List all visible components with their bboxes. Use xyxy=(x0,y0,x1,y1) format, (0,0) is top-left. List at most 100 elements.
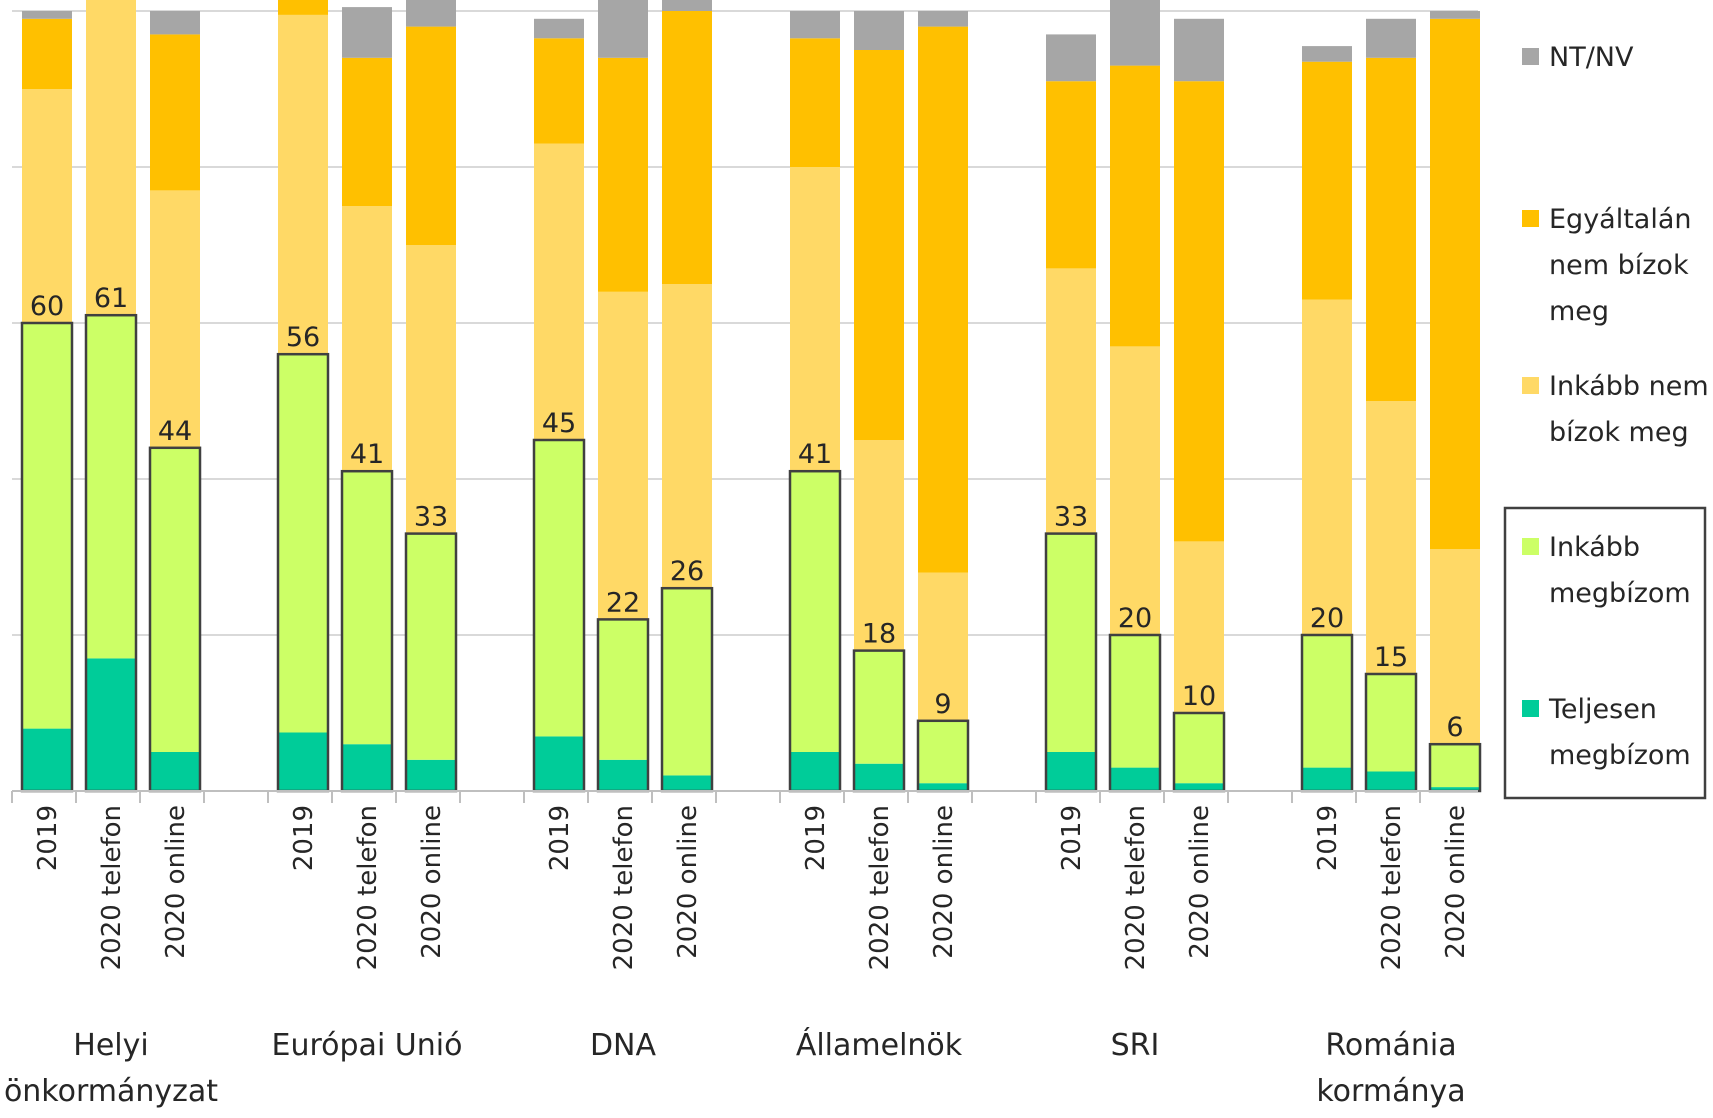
bar-segment xyxy=(150,447,200,752)
group-label: Európai Unió xyxy=(272,1028,463,1063)
bar-segment xyxy=(1430,787,1480,791)
bar-segment xyxy=(1110,0,1160,66)
bar-segment xyxy=(1366,674,1416,772)
bar-segment xyxy=(790,38,840,167)
x-tick-label: 2019 xyxy=(801,805,831,871)
bar-segment xyxy=(1430,744,1480,788)
bar-segment xyxy=(278,354,328,733)
data-label: 60 xyxy=(30,291,64,322)
bar-segment xyxy=(1174,713,1224,784)
legend-label: Inkább megbízom xyxy=(1549,532,1691,609)
bar-outlines xyxy=(20,313,1482,793)
bar-segment xyxy=(598,619,648,760)
legend-highlight-box xyxy=(1503,506,1707,800)
bar-segment xyxy=(790,11,840,39)
x-axis: 2019 2020 telefon 2020 online 2019 2020 tele… xyxy=(4,790,1478,1109)
data-label: 15 xyxy=(1374,642,1408,673)
bar-segment xyxy=(790,167,840,472)
bar-segment xyxy=(1430,18,1480,550)
bar-segment xyxy=(1110,767,1160,791)
data-label: 41 xyxy=(350,439,384,470)
data-label: 44 xyxy=(158,416,192,447)
legend-swatch xyxy=(1522,700,1539,717)
bar-segment xyxy=(22,11,72,19)
bar-segment xyxy=(86,658,136,791)
bar-segment xyxy=(534,736,584,791)
legend-swatch xyxy=(1522,538,1539,555)
data-label: 33 xyxy=(414,502,448,533)
bar-segment xyxy=(1302,46,1352,62)
bar-segment xyxy=(534,143,584,440)
x-tick-label: 2020 online xyxy=(929,805,959,959)
bar-segment xyxy=(918,720,968,784)
bar-segment xyxy=(150,190,200,448)
bar-segment xyxy=(278,732,328,791)
x-tick-label: 2019 xyxy=(1057,805,1087,871)
bar-segment xyxy=(854,11,904,50)
bar-segment xyxy=(150,34,200,191)
bar-segment xyxy=(790,752,840,791)
data-label: 20 xyxy=(1118,603,1152,634)
bar-segment xyxy=(406,26,456,245)
bar-segment xyxy=(854,763,904,791)
bars xyxy=(22,0,1480,791)
bar-segment xyxy=(342,57,392,206)
bar-segment xyxy=(278,14,328,355)
bar-segment xyxy=(1110,635,1160,768)
x-tick-label: 2020 online xyxy=(673,805,703,959)
bar-segment xyxy=(1046,34,1096,82)
x-tick-label: 2020 online xyxy=(161,805,191,959)
bar-segment xyxy=(150,11,200,35)
bar-segment xyxy=(1174,541,1224,713)
bar-segment xyxy=(534,18,584,39)
data-label: 41 xyxy=(798,439,832,470)
bar-segment xyxy=(662,284,712,589)
bar-segment xyxy=(342,744,392,791)
x-tick-label: 2020 telefon xyxy=(1377,805,1407,970)
legend-label: NT/NV xyxy=(1549,42,1634,73)
bar-segment xyxy=(918,572,968,721)
x-tick-label: 2020 telefon xyxy=(865,805,895,970)
bar-segment xyxy=(1430,11,1480,19)
bar-segment xyxy=(1366,57,1416,402)
legend-label: Teljesen megbízom xyxy=(1548,694,1691,771)
data-labels: 60 61 44 56 41 33 45 22 26 41 18 9 33 20 10 20 15 6 xyxy=(30,283,1464,743)
bar-segment xyxy=(1302,61,1352,300)
data-label: 9 xyxy=(934,689,951,720)
bar-segment xyxy=(598,57,648,292)
x-tick-label: 2020 telefon xyxy=(97,805,127,970)
data-label: 26 xyxy=(670,556,704,587)
x-tick-label: 2019 xyxy=(289,805,319,871)
bar-segment xyxy=(662,0,712,11)
legend-swatch xyxy=(1522,377,1539,394)
bar-segment xyxy=(1366,18,1416,58)
bar-segment xyxy=(1046,533,1096,752)
bar-segment xyxy=(662,775,712,791)
legend-swatch xyxy=(1522,210,1539,227)
bar-segment xyxy=(406,245,456,534)
bar-segment xyxy=(1302,635,1352,768)
bar-segment xyxy=(534,38,584,144)
group-label: DNA xyxy=(590,1028,657,1063)
data-label: 20 xyxy=(1310,603,1344,634)
bar-segment xyxy=(406,533,456,760)
bar-segment xyxy=(918,783,968,791)
legend-label: Egyáltalán nem bízok meg xyxy=(1549,204,1692,327)
bar-segment xyxy=(918,11,968,27)
x-tick-label: 2020 telefon xyxy=(353,805,383,970)
group-label: Államelnök xyxy=(796,1027,963,1063)
data-label: 33 xyxy=(1054,502,1088,533)
bar-segment xyxy=(1302,767,1352,791)
bar-segment xyxy=(1174,783,1224,791)
bar-segment xyxy=(662,11,712,284)
bar-segment xyxy=(1366,771,1416,791)
bar-segment xyxy=(854,650,904,764)
bar-segment xyxy=(598,291,648,620)
bar-segment xyxy=(854,50,904,440)
bar-segment xyxy=(22,18,72,89)
group-label: Helyi önkormányzat xyxy=(4,1028,218,1109)
bar-segment xyxy=(86,0,136,316)
bar-segment xyxy=(598,759,648,791)
bar-segment xyxy=(1302,299,1352,635)
